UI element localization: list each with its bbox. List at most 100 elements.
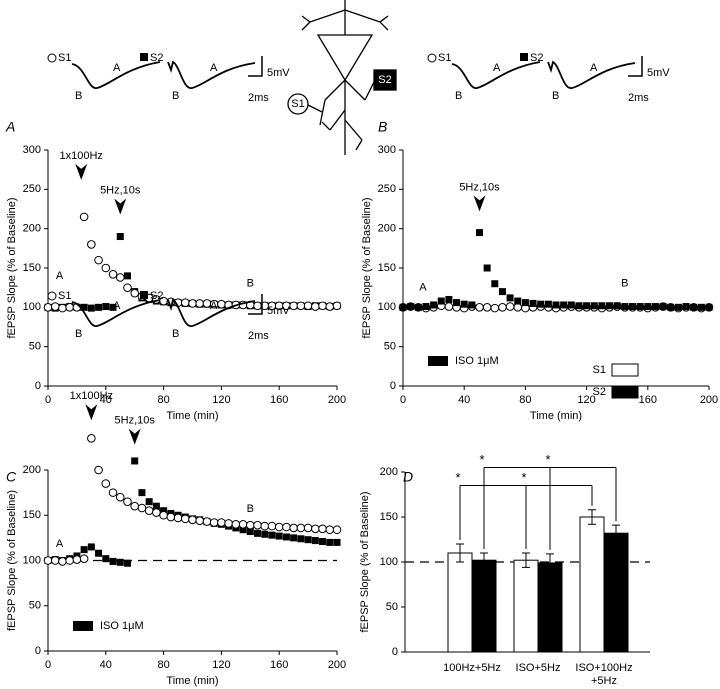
x-axis-label: Time (min) — [166, 675, 218, 687]
arrow — [128, 428, 141, 445]
y-tick-label: 250 — [378, 183, 396, 195]
error-bar — [546, 553, 554, 573]
data-point — [326, 538, 334, 546]
x-tick-label: ISO+5Hz — [515, 662, 561, 674]
data-point — [275, 532, 283, 540]
data-point — [651, 303, 659, 311]
x-axis-label: Time (min) — [166, 410, 218, 422]
data-point — [498, 303, 507, 312]
data-point — [102, 303, 110, 311]
significance-mark: * — [521, 470, 526, 485]
data-point — [399, 303, 407, 311]
error-bar — [612, 524, 620, 542]
x-tick-label: 80 — [519, 394, 531, 406]
trace-letter: A — [56, 538, 64, 550]
trace-label: A — [493, 62, 501, 74]
data-point — [606, 302, 614, 310]
data-point — [109, 557, 117, 565]
x-tick-label: ISO+100Hz +5Hz — [575, 662, 633, 687]
annotation: 1x100Hz — [60, 150, 103, 162]
x-tick-label: 200 — [700, 394, 718, 406]
trace-letter: A — [56, 270, 64, 282]
trace-label: B — [172, 90, 179, 102]
data-point — [65, 556, 74, 565]
data-point — [130, 501, 139, 511]
trace-label: B — [552, 90, 559, 102]
data-point — [115, 492, 125, 502]
trace-marker — [427, 53, 437, 63]
annotation: 1x100Hz — [70, 390, 113, 402]
data-point — [101, 479, 111, 488]
data-point — [529, 299, 537, 307]
scale-bar — [248, 56, 263, 77]
y-tick-label: 50 — [386, 601, 398, 613]
data-point — [72, 555, 82, 564]
data-point — [297, 535, 305, 543]
data-point — [567, 301, 575, 309]
data-point — [123, 283, 132, 292]
data-point — [43, 303, 53, 312]
data-point — [65, 303, 74, 312]
panel-label: D — [403, 469, 413, 485]
data-point — [682, 303, 690, 311]
trace-label: S1 — [58, 52, 71, 64]
trace-marker — [140, 53, 148, 61]
data-point — [102, 555, 110, 563]
data-point — [583, 302, 591, 310]
x-tick-label: 160 — [270, 659, 288, 671]
y-tick-label: 200 — [378, 223, 396, 235]
data-point — [274, 522, 284, 532]
data-point — [108, 488, 118, 497]
data-point — [544, 300, 552, 308]
data-point — [332, 301, 342, 311]
data-point — [217, 518, 226, 527]
data-point — [690, 303, 698, 311]
y-tick-label: 150 — [378, 262, 396, 274]
data-point — [58, 557, 67, 566]
data-point — [445, 295, 453, 303]
data-point — [145, 498, 153, 506]
data-point — [705, 303, 713, 311]
data-point — [319, 537, 327, 545]
data-point — [123, 272, 131, 280]
trace-letter: A — [419, 282, 427, 294]
data-point — [159, 510, 168, 520]
data-point — [430, 301, 438, 309]
trace-marker — [47, 53, 57, 63]
bar — [603, 532, 629, 653]
trace-label: S1 — [438, 52, 451, 64]
x-tick-label: 40 — [100, 659, 112, 671]
data-point — [513, 303, 523, 312]
arrow — [85, 404, 98, 421]
data-point — [246, 520, 255, 530]
data-point — [50, 302, 60, 311]
data-point — [180, 298, 190, 307]
data-point — [667, 303, 675, 311]
significance-bracket — [459, 485, 593, 549]
data-point — [116, 233, 124, 241]
scale-label: 2ms — [248, 330, 269, 342]
significance-mark: * — [545, 452, 550, 467]
x-tick-label: 40 — [458, 394, 470, 406]
data-point — [598, 302, 606, 310]
data-point — [644, 303, 652, 311]
data-point — [87, 543, 95, 551]
legend-label: S2 — [593, 386, 606, 398]
data-point — [325, 302, 335, 311]
data-point — [636, 303, 644, 311]
x-tick-label: 120 — [577, 394, 595, 406]
annotation: 5Hz,10s — [100, 184, 141, 196]
y-tick-label: 100 — [23, 301, 41, 313]
trace — [167, 60, 256, 89]
data-point — [80, 546, 88, 554]
scale-label: 5mV — [267, 67, 290, 79]
data-point — [87, 304, 95, 312]
trace-label: B — [172, 328, 179, 340]
scale-label: 5mV — [647, 67, 670, 79]
data-point — [137, 503, 147, 513]
trace-label: A — [113, 62, 121, 74]
trace — [71, 299, 161, 327]
data-point — [254, 529, 262, 537]
